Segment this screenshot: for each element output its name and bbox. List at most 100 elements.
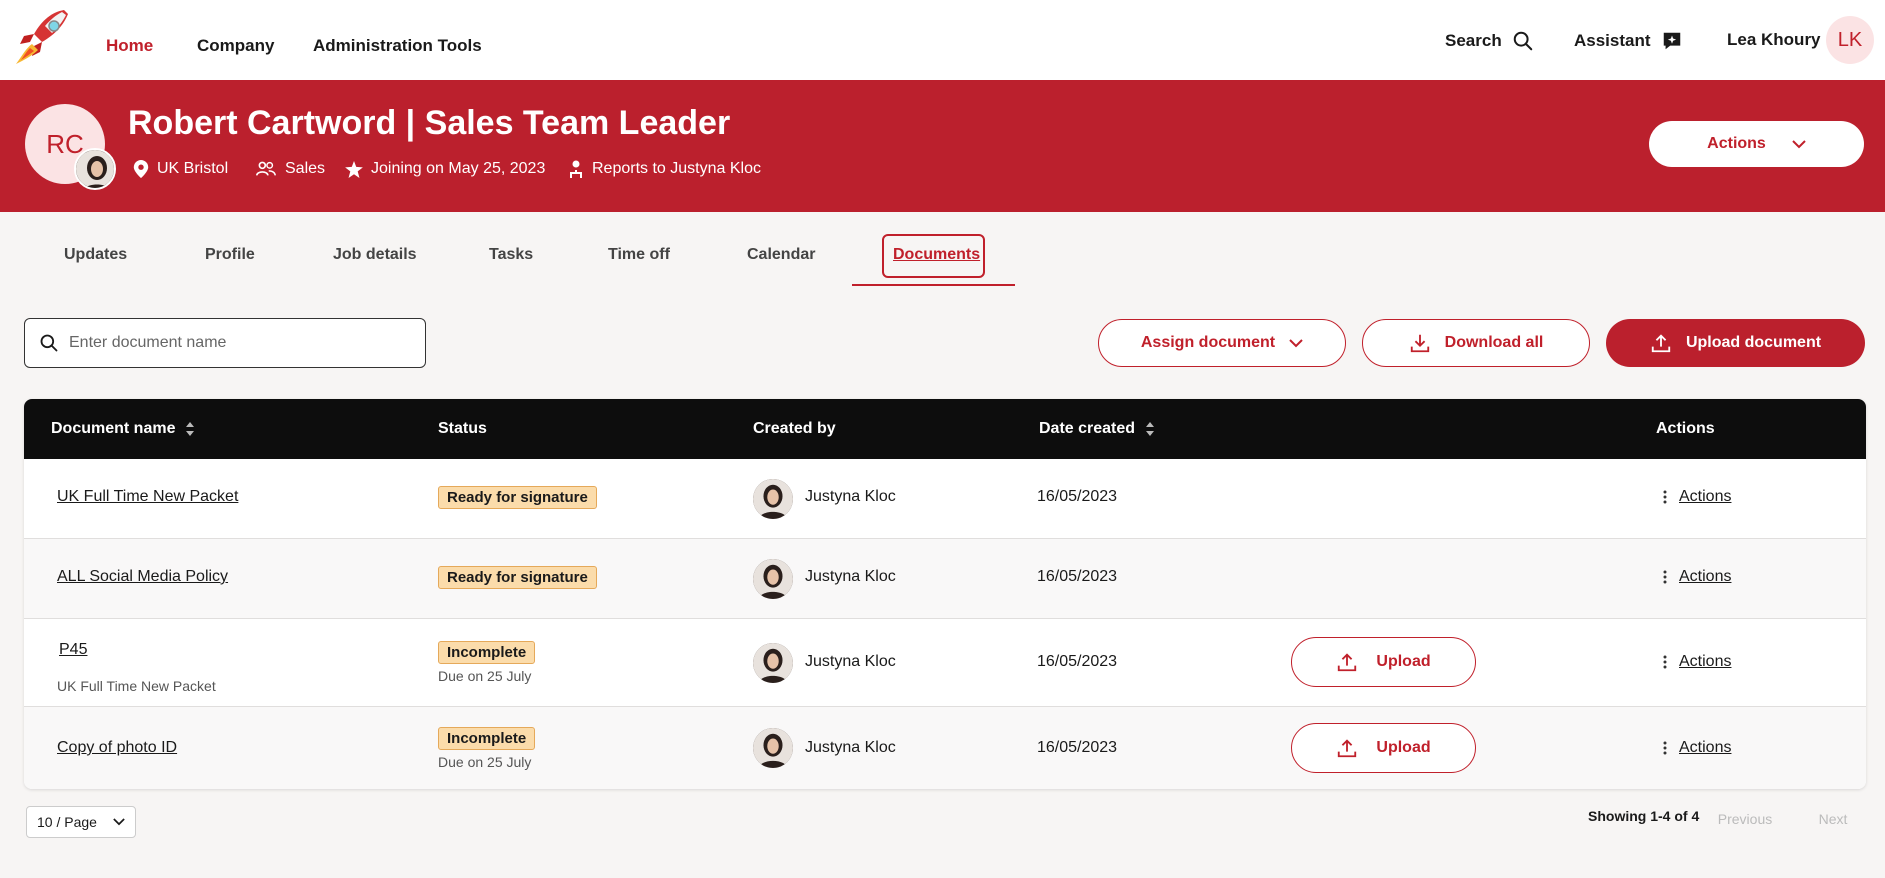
header-created-by-label: Created by [753, 420, 836, 437]
per-page-value: 10 / Page [37, 814, 97, 830]
department-text: Sales [285, 160, 326, 177]
creator-avatar [753, 479, 793, 519]
search-icon [40, 334, 58, 352]
row-actions-label: Actions [1679, 739, 1732, 756]
table-row: UK Full Time New Packet Ready for signat… [24, 459, 1866, 539]
upload-document-button[interactable]: Upload document [1606, 319, 1865, 367]
employee-location: UK Bristol [133, 160, 228, 178]
more-vertical-icon [1663, 741, 1667, 755]
tab-time-off[interactable]: Time off [608, 246, 670, 263]
search-button[interactable]: Search [1445, 30, 1534, 52]
due-date: Due on 25 July [438, 754, 532, 770]
more-vertical-icon [1663, 655, 1667, 669]
previous-page-button[interactable]: Previous [1717, 811, 1773, 827]
org-chart-icon [570, 160, 582, 178]
document-packet-name: UK Full Time New Packet [57, 678, 216, 694]
assign-document-button[interactable]: Assign document [1098, 319, 1346, 367]
status-badge: Ready for signature [438, 566, 597, 589]
tab-documents-focus-ring [882, 234, 985, 278]
user-menu[interactable]: Lea Khoury [1727, 30, 1821, 50]
row-actions-button[interactable]: Actions [1663, 653, 1731, 671]
status-badge: Incomplete [438, 641, 536, 664]
chevron-down-icon [113, 818, 125, 826]
more-vertical-icon [1663, 490, 1667, 504]
header-actions-label: Actions [1656, 420, 1715, 437]
row-actions-button[interactable]: Actions [1663, 488, 1731, 506]
sort-icon [1146, 422, 1155, 436]
employee-department: Sales [255, 160, 325, 178]
date-created: 16/05/2023 [1037, 739, 1118, 756]
document-name-link[interactable]: P45 [59, 641, 88, 658]
header-document-name-label: Document name [51, 420, 176, 437]
employee-reports-to: Reports to Justyna Kloc [568, 160, 761, 178]
search-label: Search [1445, 31, 1502, 50]
employee-joining: Joining on May 25, 2023 [345, 160, 545, 178]
employee-actions-button[interactable]: Actions [1649, 121, 1864, 167]
creator-avatar [753, 643, 793, 683]
creator-name: Justyna Kloc [805, 653, 896, 670]
row-upload-button[interactable]: Upload [1291, 723, 1476, 773]
employee-banner [0, 80, 1885, 212]
document-name-link[interactable]: ALL Social Media Policy [57, 568, 229, 585]
tab-tasks[interactable]: Tasks [489, 246, 534, 263]
creator-name: Justyna Kloc [805, 488, 896, 505]
table-row: Copy of photo ID Incomplete Due on 25 Ju… [24, 707, 1866, 789]
header-document-name[interactable]: Document name [51, 420, 195, 438]
table-row: P45 UK Full Time New Packet Incomplete D… [24, 619, 1866, 707]
download-all-button[interactable]: Download all [1362, 319, 1590, 367]
document-search-input[interactable] [69, 334, 399, 352]
nav-administration-tools[interactable]: Administration Tools [313, 36, 482, 55]
upload-document-label: Upload document [1685, 334, 1822, 351]
row-actions-button[interactable]: Actions [1663, 739, 1731, 757]
location-pin-icon [133, 160, 149, 178]
status-badge: Ready for signature [438, 486, 597, 509]
rocket-logo-icon[interactable] [12, 6, 76, 70]
tab-active-indicator [852, 284, 1015, 286]
pagination-summary: Showing 1-4 of 4 [1588, 808, 1700, 824]
document-name-link[interactable]: UK Full Time New Packet [57, 488, 239, 505]
top-nav: Home Company Administration Tools Search… [0, 0, 1885, 80]
creator-avatar [753, 728, 793, 768]
assistant-button[interactable]: Assistant [1574, 30, 1683, 52]
search-icon [1513, 31, 1532, 51]
star-icon [345, 160, 363, 178]
creator-name: Justyna Kloc [805, 568, 896, 585]
tab-updates[interactable]: Updates [64, 246, 128, 263]
row-upload-label: Upload [1376, 739, 1431, 756]
download-icon [1410, 334, 1429, 353]
nav-company[interactable]: Company [197, 36, 275, 55]
tab-documents[interactable]: Documents [893, 246, 981, 263]
user-avatar[interactable]: LK [1826, 16, 1874, 64]
document-search[interactable] [24, 318, 426, 368]
header-date-created-label: Date created [1039, 420, 1136, 437]
row-actions-label: Actions [1679, 488, 1732, 505]
tab-profile[interactable]: Profile [205, 246, 255, 263]
document-name-link[interactable]: Copy of photo ID [57, 739, 178, 756]
assistant-sparkle-icon [1663, 32, 1680, 50]
row-upload-button[interactable]: Upload [1291, 637, 1476, 687]
chevron-down-icon [1792, 139, 1806, 148]
joining-text: Joining on May 25, 2023 [371, 160, 546, 177]
tab-job-details[interactable]: Job details [333, 246, 417, 263]
header-actions: Actions [1656, 420, 1715, 438]
documents-table: Document name Status Created by Date cre… [24, 399, 1866, 789]
header-date-created[interactable]: Date created [1039, 420, 1155, 438]
per-page-select[interactable]: 10 / Page [26, 806, 136, 838]
sort-icon [186, 422, 195, 436]
row-upload-label: Upload [1376, 653, 1431, 670]
upload-icon [1338, 739, 1357, 758]
location-text: UK Bristol [157, 160, 229, 177]
user-name: Lea Khoury [1727, 30, 1821, 49]
status-badge: Incomplete [438, 727, 536, 750]
tab-calendar[interactable]: Calendar [747, 246, 816, 263]
assistant-label: Assistant [1574, 31, 1651, 50]
download-all-label: Download all [1444, 334, 1544, 351]
row-actions-button[interactable]: Actions [1663, 568, 1731, 586]
table-row: ALL Social Media Policy Ready for signat… [24, 539, 1866, 619]
more-vertical-icon [1663, 570, 1667, 584]
next-page-button[interactable]: Next [1818, 811, 1848, 827]
nav-home[interactable]: Home [106, 36, 154, 55]
upload-icon [1338, 653, 1357, 672]
manager-avatar-photo [74, 148, 116, 190]
employee-actions-label: Actions [1707, 135, 1766, 152]
